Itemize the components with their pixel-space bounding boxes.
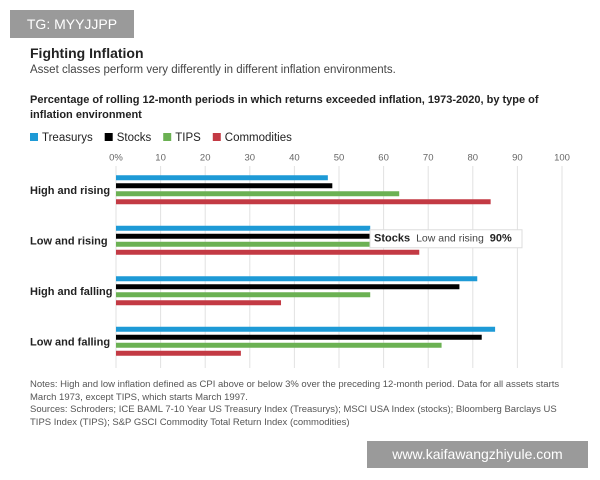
note: Sources: Schroders; ICE BAML 7-10 Year U… [30, 404, 557, 428]
legend-swatch [104, 133, 113, 141]
legend-label: Treasurys [42, 132, 93, 144]
legend-label: Stocks [117, 132, 152, 144]
bar [116, 300, 282, 306]
watermark: www.kaifawangzhiyule.com [367, 441, 588, 468]
bar [116, 249, 420, 255]
x-tick-label: 60 [378, 153, 389, 164]
x-tick-label: 50 [334, 153, 345, 164]
bar [116, 350, 241, 356]
legend-swatch [163, 133, 172, 141]
bar [116, 199, 491, 205]
legend-label: TIPS [175, 132, 201, 144]
bar [116, 326, 496, 332]
title: Fighting Inflation [30, 45, 144, 61]
bar [116, 241, 371, 247]
tooltip-category: Low and rising [416, 233, 484, 245]
tooltip-box [369, 229, 523, 249]
x-tick-label: 20 [200, 153, 211, 164]
x-tick-label: 70 [423, 153, 434, 164]
x-tick-label: 0% [109, 153, 123, 164]
bar [116, 183, 333, 189]
category-label: Low and falling [30, 337, 110, 349]
bar [116, 292, 371, 298]
note: Notes: High and low inflation defined as… [30, 379, 560, 403]
bar [116, 284, 460, 290]
bar [116, 276, 478, 282]
bar [116, 334, 482, 340]
bar [116, 233, 371, 239]
bar [116, 191, 400, 197]
legend-swatch [212, 133, 221, 141]
category-label: Low and rising [30, 236, 108, 248]
bar [116, 342, 442, 348]
category-label: High and falling [30, 286, 113, 298]
x-tick-label: 80 [468, 153, 479, 164]
x-tick-label: 90 [512, 153, 523, 164]
x-tick-label: 40 [289, 153, 300, 164]
legend-label: Commodities [225, 132, 292, 144]
tooltip-series: Stocks [374, 233, 410, 245]
x-tick-label: 30 [245, 153, 256, 164]
x-tick-label: 100 [554, 153, 570, 164]
tooltip: Stocks Low and rising 90% [369, 229, 523, 249]
notes: Notes: High and low inflation defined as… [30, 379, 575, 429]
subtitle: Asset classes perform very differently i… [30, 64, 396, 76]
x-tick-label: 10 [155, 153, 166, 164]
watermark: TG: MYYJJPP [10, 10, 134, 38]
bar [116, 175, 328, 181]
tooltip-value: 90% [490, 233, 512, 245]
chart-title: Percentage of rolling 12-month periods i… [30, 94, 539, 121]
legend-swatch [30, 133, 38, 141]
bar [116, 225, 371, 231]
category-label: High and rising [30, 185, 110, 197]
